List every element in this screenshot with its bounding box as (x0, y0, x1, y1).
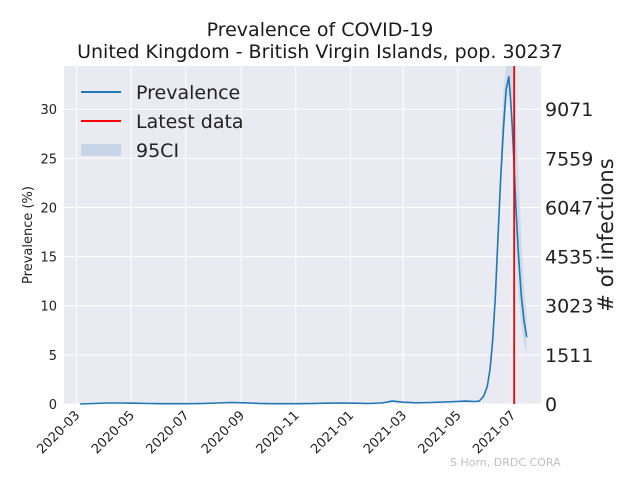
y2-tick-label: 6047 (545, 197, 593, 219)
latest-legend-label: Latest data (136, 111, 244, 133)
y-tick-label: 10 (40, 300, 57, 315)
y2-tick-label: 4535 (545, 247, 593, 269)
ci-band-layer (498, 66, 527, 355)
y2-tick-label: 0 (545, 394, 557, 416)
x-tick-label: 2021-07 (470, 408, 519, 457)
y2-tick-label: 1511 (545, 345, 593, 367)
y-tick-label: 5 (49, 349, 57, 364)
line-layer (80, 66, 528, 405)
x-tick-label: 2020-11 (254, 408, 303, 457)
ci-band (498, 66, 527, 355)
prevalence-line (80, 76, 528, 405)
ci-legend-swatch (81, 144, 121, 156)
y2-tick-label: 7559 (545, 148, 593, 170)
y2-tick-label: 3023 (545, 296, 593, 318)
legend: Prevalence Latest data 95CI (81, 82, 244, 162)
chart-title: Prevalence of COVID-19 (206, 19, 434, 41)
y2-tick-label: 9071 (545, 99, 593, 121)
y-tick-label: 30 (40, 103, 57, 118)
x-tick-label: 2021-01 (308, 408, 357, 457)
y-tick-label: 20 (40, 201, 57, 216)
x-tick-label: 2021-05 (416, 408, 465, 457)
y-tick-label: 0 (49, 398, 57, 413)
credit-text: S Horn, DRDC CORA (450, 456, 561, 469)
x-tick-label: 2020-09 (199, 408, 248, 457)
x-tick-label: 2020-05 (89, 408, 138, 457)
x-tick-label: 2020-03 (34, 408, 83, 457)
ci-legend-label: 95CI (136, 140, 179, 162)
y2-axis-label: # of infections (594, 158, 618, 311)
x-tick-label: 2020-07 (144, 408, 193, 457)
y-axis-label: Prevalence (%) (21, 186, 36, 284)
y-tick-label: 15 (40, 251, 57, 266)
y-tick-label: 25 (40, 152, 57, 167)
grid (64, 66, 541, 405)
chart-subtitle: United Kingdom - British Virgin Islands,… (77, 41, 563, 63)
x-tick-label: 2021-03 (361, 408, 410, 457)
plot-background (64, 66, 541, 404)
prevalence-legend-label: Prevalence (136, 82, 240, 104)
